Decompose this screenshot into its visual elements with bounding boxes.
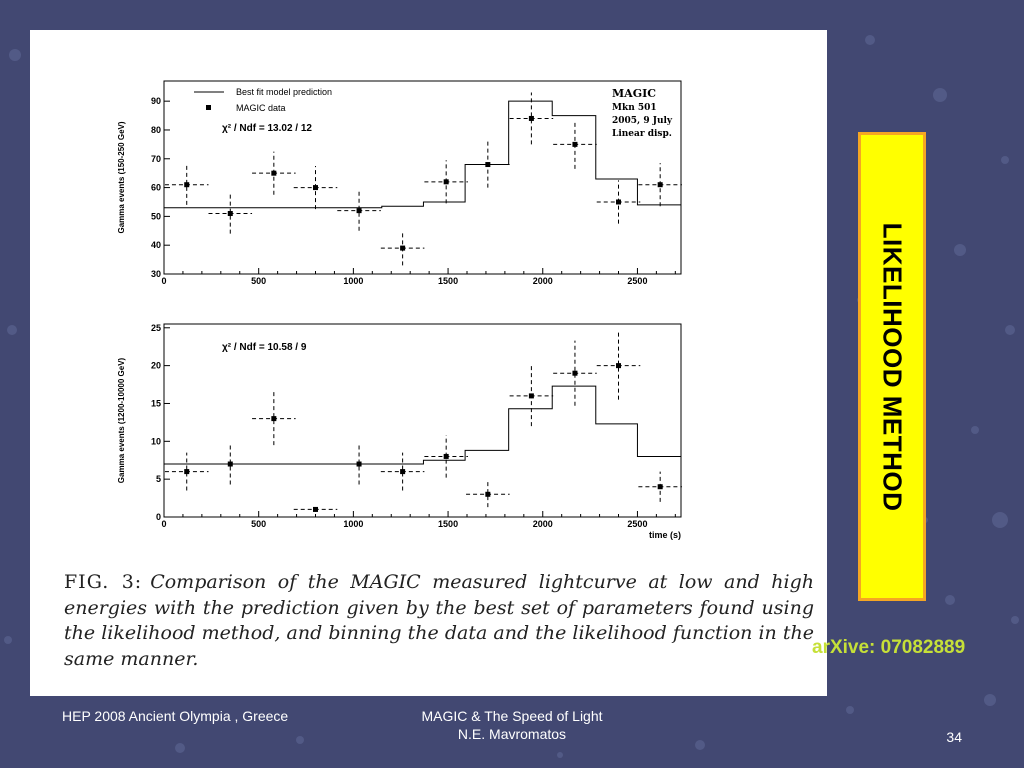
background-dot (933, 88, 947, 102)
figure-label: FIG. 3: (64, 571, 143, 593)
data-point (485, 162, 491, 168)
y-tick-label: 60 (151, 183, 161, 193)
y-tick-label: 0 (156, 512, 161, 522)
background-dot (954, 244, 966, 256)
background-dot (175, 743, 185, 753)
x-tick-label: 1000 (343, 276, 363, 286)
data-point (572, 141, 578, 147)
background-dot (557, 752, 563, 758)
background-dot (846, 706, 854, 714)
plot-frame (163, 80, 682, 275)
info-label: Linear disp. (612, 129, 672, 139)
figure-panel: 0 500 1000 1500 2000 2500 30 40 50 60 70 80 90 Gamma … (30, 30, 827, 696)
page-number: 34 (946, 729, 962, 745)
y-axis-label: Gamma events (150-250 GeV) (117, 121, 126, 233)
plot-frame (163, 323, 682, 518)
y-axis-label: Gamma events (1200-10000 GeV) (117, 357, 126, 483)
x-tick-label: 1500 (438, 276, 458, 286)
y-tick-label: 90 (151, 96, 161, 106)
data-point (356, 208, 362, 214)
background-dot (1005, 325, 1015, 335)
background-dot (296, 736, 304, 744)
model-step-line (164, 100, 681, 209)
y-tick-label: 30 (151, 269, 161, 279)
top-lightcurve-chart: 0 500 1000 1500 2000 2500 30 40 50 60 70 80 90 Gamma … (117, 80, 682, 286)
footer-conference: HEP 2008 Ancient Olympia , Greece (62, 708, 289, 724)
bottom-lightcurve-chart: 0 500 1000 1500 2000 2500 0 5 10 15 20 25 Gamma even… (117, 323, 682, 540)
model-step-line (164, 385, 681, 465)
x-tick-label: 500 (251, 519, 266, 529)
x-tick-label: 0 (161, 276, 166, 286)
legend-label: Best fit model prediction (236, 87, 332, 97)
y-tick-label: 80 (151, 125, 161, 135)
y-tick-label: 15 (151, 398, 161, 408)
data-point (313, 185, 319, 191)
background-dot (1011, 616, 1019, 624)
y-tick-label: 70 (151, 154, 161, 164)
chi2-label: χ² / Ndf = 13.02 / 12 (222, 123, 312, 134)
data-point (443, 453, 449, 459)
x-axis-label: time (s) (649, 530, 681, 540)
data-point (184, 469, 190, 475)
background-dot (945, 595, 955, 605)
background-dot (9, 49, 21, 61)
data-point (657, 484, 663, 490)
data-point (227, 461, 233, 467)
footer-title: MAGIC & The Speed of Light N.E. Mavromat… (385, 707, 639, 743)
info-label: MAGIC (612, 87, 656, 100)
footer-title-line2: N.E. Mavromatos (457, 726, 567, 742)
y-tick-label: 20 (151, 361, 161, 371)
legend-label: MAGIC data (236, 103, 286, 113)
arxiv-reference: arXive: 07082889 (812, 637, 966, 658)
footer-title-line1: MAGIC & The Speed of Light (421, 708, 603, 724)
y-tick-label: 5 (156, 474, 161, 484)
background-dot (992, 512, 1008, 528)
y-tick-label: 10 (151, 436, 161, 446)
data-point (485, 491, 491, 497)
x-tick-label: 500 (251, 276, 266, 286)
background-dot (4, 636, 12, 644)
data-point (400, 245, 406, 251)
background-dot (695, 740, 705, 750)
data-point (356, 461, 362, 467)
x-tick-label: 1500 (438, 519, 458, 529)
data-point (443, 179, 449, 185)
x-tick-label: 0 (161, 519, 166, 529)
background-dot (984, 694, 996, 706)
x-tick-label: 1000 (343, 519, 363, 529)
data-point (657, 182, 663, 188)
y-tick-label: 25 (151, 323, 161, 333)
side-title: LIKELIHOOD METHOD (877, 222, 908, 511)
data-point (227, 211, 233, 217)
info-label: 2005, 9 July (612, 116, 673, 126)
background-dot (7, 325, 17, 335)
chi2-label: χ² / Ndf = 10.58 / 9 (222, 342, 307, 353)
figure-caption: FIG. 3: Comparison of the MAGIC measured … (64, 570, 814, 672)
background-dot (865, 35, 875, 45)
x-tick-label: 2000 (533, 519, 553, 529)
caption-text: Comparison of the MAGIC measured lightcu… (64, 571, 814, 670)
x-tick-label: 2000 (533, 276, 553, 286)
y-tick-label: 50 (151, 211, 161, 221)
data-point (572, 370, 578, 376)
y-tick-label: 40 (151, 240, 161, 250)
data-point (528, 115, 534, 121)
data-point (400, 469, 406, 475)
data-point (616, 199, 622, 205)
data-point (616, 363, 622, 369)
data-point (271, 416, 277, 422)
data-point (271, 170, 277, 176)
data-point (528, 393, 534, 399)
legend-marker-swatch (206, 105, 211, 110)
data-point (313, 506, 319, 512)
data-point (184, 182, 190, 188)
background-dot (971, 426, 979, 434)
side-title-box: LIKELIHOOD METHOD (858, 132, 926, 601)
info-label: Mkn 501 (612, 103, 657, 113)
x-tick-label: 2500 (627, 519, 647, 529)
x-tick-label: 2500 (627, 276, 647, 286)
background-dot (1001, 156, 1009, 164)
